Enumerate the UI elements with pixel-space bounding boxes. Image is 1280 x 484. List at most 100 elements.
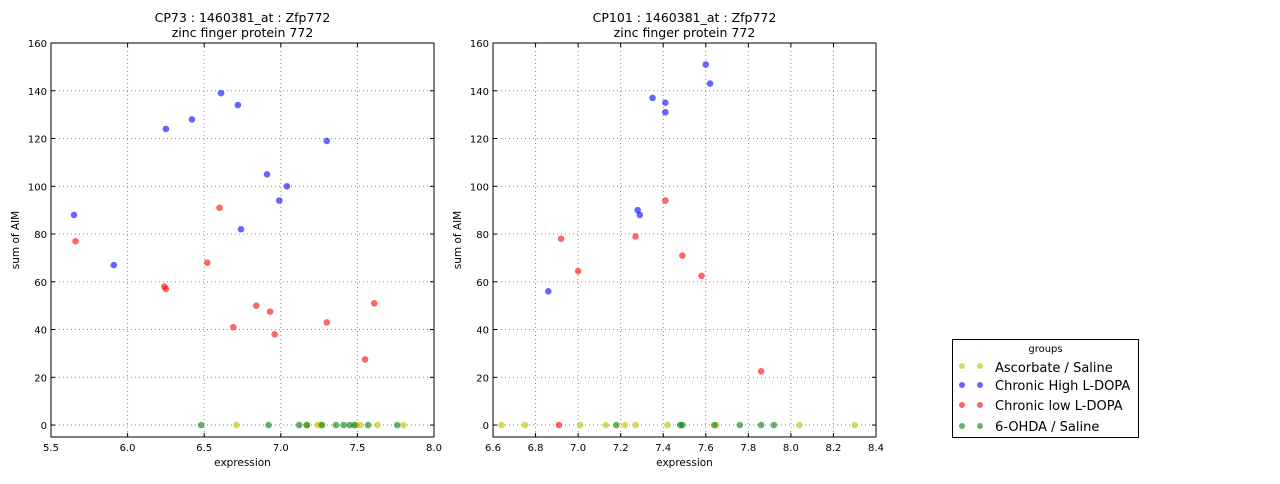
x-tick-label: 6.5 [196,443,212,454]
point-ascorbate-saline [796,421,803,429]
point-6-ohda-saline [770,421,778,429]
x-tick-label: 7.2 [613,443,629,454]
point-chronic-low-l-dopa [271,331,278,338]
chart-subtitle: zinc finger protein 772 [172,25,314,40]
point-chronic-high-l-dopa [662,99,669,106]
y-tick-label: 160 [28,39,47,50]
legend-marker-6-ohda-saline [959,423,965,429]
y-tick-label: 40 [34,326,47,337]
point-6-ohda-saline [364,421,372,429]
y-tick-label: 60 [34,278,47,289]
point-chronic-high-l-dopa [234,101,242,109]
y-tick-label: 20 [34,373,47,384]
y-tick-label: 20 [476,373,489,384]
y-axis-label: sum of AIM [452,211,464,270]
x-tick-label: 8.4 [868,443,884,454]
x-axis-label: expression [656,457,713,469]
point-6-ohda-saline [295,421,303,429]
plot-cp73: CP73 : 1460381_at : Zfp772 zinc finger p… [10,10,442,469]
plot-frame [492,42,877,438]
point-chronic-low-l-dopa [555,421,563,429]
point-chronic-low-l-dopa [162,285,170,293]
point-6-ohda-saline [679,421,686,429]
legend-label-ascorbate: Ascorbate / Saline [995,361,1113,376]
y-axis-label: sum of AIM [10,211,22,270]
point-6-ohda-saline [757,421,765,429]
point-chronic-low-l-dopa [662,197,669,204]
point-6-ohda-saline [265,421,272,429]
point-ascorbate-saline [498,421,505,429]
point-chronic-low-l-dopa [203,259,211,266]
x-tick-label: 8.2 [825,443,841,454]
chart-subtitle: zinc finger protein 772 [614,25,756,40]
x-tick-label: 7.0 [273,443,289,454]
y-tick-label: 40 [476,326,489,337]
y-tick-label: 100 [470,182,489,193]
chart-title: CP73 : 1460381_at : Zfp772 [155,10,331,25]
point-chronic-low-l-dopa [370,299,378,307]
point-chronic-high-l-dopa [237,225,245,233]
point-chronic-high-l-dopa [70,211,78,219]
y-tick-label: 120 [28,135,47,146]
chart-title: CP101 : 1460381_at : Zfp772 [593,10,777,25]
x-tick-label: 8.0 [426,443,442,454]
point-ascorbate-saline [374,421,381,429]
point-ascorbate-saline [233,421,240,429]
legend-marker-ascorbate-saline [959,363,965,369]
point-chronic-low-l-dopa [361,356,369,363]
y-tick-label: 80 [476,230,489,241]
point-6-ohda-saline [303,421,311,429]
point-chronic-high-l-dopa [263,171,271,178]
point-ascorbate-saline [521,421,529,429]
point-chronic-high-l-dopa [283,182,291,190]
point-chronic-low-l-dopa [679,252,686,259]
y-tick-label: 0 [483,421,489,432]
legend-marker-chronic-high-l-dopa [959,382,965,388]
legend: groups Ascorbate / Saline Chronic High L… [952,339,1139,438]
point-chronic-high-l-dopa [636,211,644,219]
x-tick-label: 6.6 [485,443,501,454]
y-tick-label: 60 [476,278,489,289]
point-6-ohda-saline [393,421,401,429]
point-6-ohda-saline [318,421,326,429]
point-6-ohda-saline [351,421,358,429]
point-chronic-high-l-dopa [323,137,331,145]
point-chronic-low-l-dopa [252,302,260,309]
legend-marker-ascorbate-saline [977,363,983,369]
legend-marker-chronic-high-l-dopa [977,382,983,388]
point-chronic-high-l-dopa [217,89,225,97]
point-chronic-high-l-dopa [702,61,710,68]
x-tick-label: 6.8 [528,443,544,454]
legend-marker-chronic-low-l-dopa [977,402,983,408]
x-tick-label: 5.5 [43,443,59,454]
point-ascorbate-saline [400,421,407,429]
x-tick-label: 7.8 [740,443,756,454]
point-ascorbate-saline [602,421,610,429]
point-chronic-low-l-dopa [230,323,237,331]
point-chronic-high-l-dopa [662,108,669,116]
point-chronic-high-l-dopa [162,125,170,133]
point-ascorbate-saline [357,421,364,429]
point-chronic-low-l-dopa [574,267,582,275]
point-6-ohda-saline [710,421,718,429]
point-chronic-low-l-dopa [632,233,639,240]
point-6-ohda-saline [340,421,347,429]
legend-title: groups [1028,344,1062,355]
point-6-ohda-saline [613,421,620,429]
point-ascorbate-saline [664,421,671,429]
plot-cp101: CP101 : 1460381_at : Zfp772 zinc finger … [452,10,884,469]
point-ascorbate-saline [576,421,584,429]
point-6-ohda-saline [346,421,354,429]
point-chronic-high-l-dopa [110,261,118,269]
x-tick-label: 7.6 [698,443,714,454]
y-tick-label: 80 [34,230,47,241]
y-tick-label: 140 [28,87,47,98]
legend-label-6ohda: 6-OHDA / Saline [995,420,1099,435]
legend-marker-chronic-low-l-dopa [959,402,965,408]
legend-label-chronic-low: Chronic low L-DOPA [995,399,1123,414]
point-ascorbate-saline [851,421,859,429]
x-tick-label: 8.0 [783,443,799,454]
x-tick-label: 7.4 [655,443,671,454]
point-chronic-high-l-dopa [188,116,196,123]
